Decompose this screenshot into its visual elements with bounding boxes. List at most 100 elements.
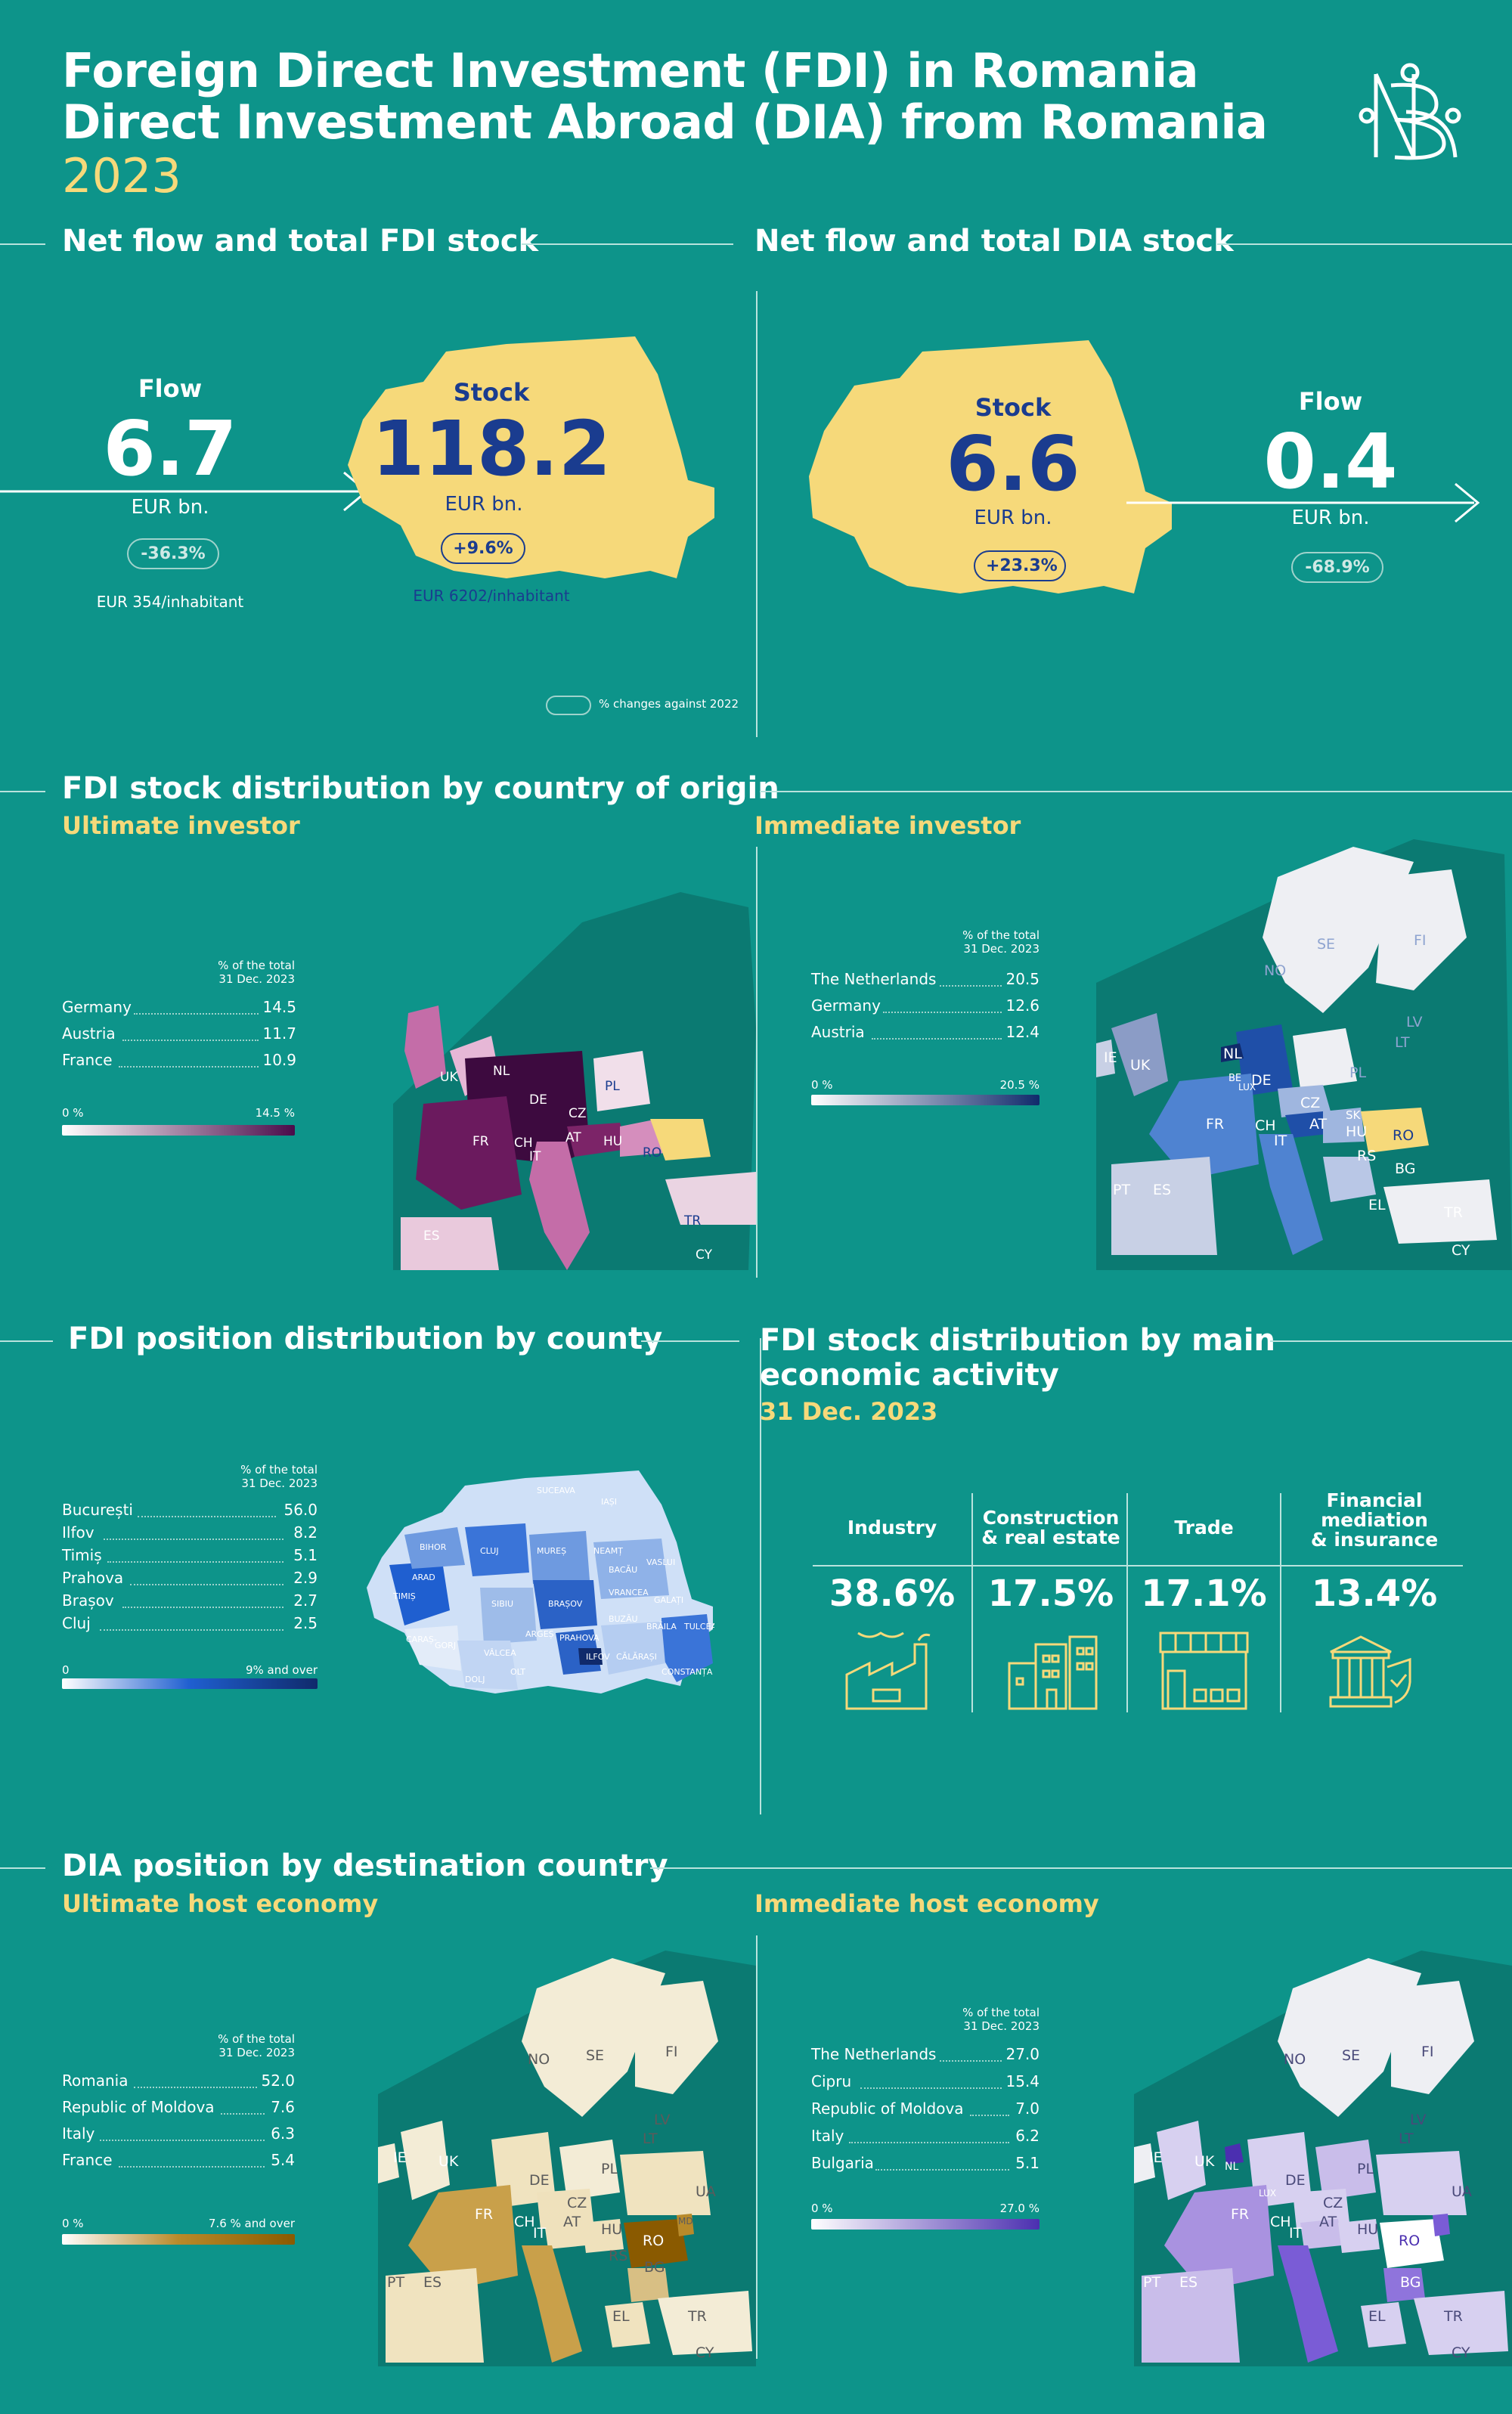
divider — [0, 1867, 45, 1869]
row-value: 52.0 — [261, 2072, 295, 2090]
note-line: % of the total — [218, 2032, 295, 2046]
map-label-pt: PT — [387, 2274, 404, 2291]
table-row: Austria 12.4 — [811, 1023, 1040, 1049]
table-row: The Netherlands 27.0 — [811, 2045, 1040, 2072]
row-value: 2.5 — [293, 1614, 318, 1632]
map-label-ro: RO — [643, 2233, 664, 2249]
buildings-icon — [1008, 1635, 1098, 1710]
row-label: Cluj — [62, 1614, 91, 1632]
europe-map-ultimate-investor: UK NL DE PL CZ FR CH AT HU RO IT ES TR C… — [393, 892, 756, 1270]
map-label-hu: HU — [601, 2221, 622, 2238]
map-label-es: ES — [1153, 1182, 1171, 1198]
row-label: Germany — [811, 996, 881, 1015]
activity-trade-label: Trade — [1174, 1517, 1234, 1539]
map-label-de: DE — [529, 1092, 547, 1108]
map-label-se: SE — [1317, 936, 1335, 953]
fdi-stock-per-inhabitant: EUR 6202/inhabitant — [413, 587, 570, 605]
row-label: Ilfov — [62, 1523, 94, 1542]
map-label-no: NO — [1264, 962, 1286, 979]
map-label-no: NO — [528, 2051, 550, 2068]
map-label-calarasi: CĂLĂRAȘI — [616, 1652, 657, 1662]
map-label-el: EL — [1368, 1197, 1386, 1213]
map-label-tr: TR — [683, 1213, 701, 1229]
legend-pill-icon — [546, 696, 591, 715]
map-label-hu: HU — [603, 1134, 622, 1149]
row-value: 5.4 — [271, 2151, 295, 2169]
table-row: Bulgaria 5.1 — [811, 2154, 1040, 2181]
factory-icon — [845, 1632, 931, 1710]
map-label-cz: CZ — [569, 1106, 587, 1121]
activity-date: 31 Dec. 2023 — [760, 1397, 938, 1426]
divider — [971, 1493, 973, 1712]
row-label: Bulgaria — [811, 2154, 874, 2172]
note-line: 31 Dec. 2023 — [963, 2019, 1040, 2033]
table-note: % of the total 31 Dec. 2023 — [197, 1463, 318, 1490]
map-label-ch: CH — [514, 1136, 533, 1151]
divider — [760, 1338, 761, 1814]
scale-min: 0 — [62, 1663, 70, 1677]
map-label-fi: FI — [1421, 2044, 1434, 2060]
map-label-cy: CY — [1452, 1242, 1470, 1259]
map-label-rs: RS — [609, 2248, 627, 2264]
label-line: Construction — [982, 1507, 1120, 1529]
table-row: France 10.9 — [62, 1051, 296, 1077]
row-value: 15.4 — [1005, 2072, 1040, 2090]
divider — [650, 1867, 1512, 1869]
fdi-flow-unit: EUR bn. — [131, 496, 209, 519]
map-label-vrancea: VRANCEA — [609, 1588, 649, 1597]
table-row: Timiș 5.1 — [62, 1546, 318, 1569]
activity-heading: FDI stock distribution by main economic … — [760, 1323, 1275, 1393]
map-label-cluj: CLUJ — [480, 1546, 499, 1556]
map-label-galati: GALAȚI — [654, 1595, 683, 1605]
color-scale-bar — [811, 1095, 1040, 1105]
map-label-ie: IE — [393, 2149, 407, 2166]
map-label-bg: BG — [1400, 2274, 1421, 2291]
map-label-bacau: BACĂU — [609, 1565, 637, 1575]
row-label: France — [62, 2151, 113, 2169]
row-label: Romania — [62, 2072, 129, 2090]
map-label-caras-severin: CARAȘ- — [406, 1635, 437, 1644]
scale-max: 7.6 % and over — [208, 2217, 295, 2230]
activity-trade-value: 17.1% — [1141, 1573, 1267, 1615]
map-label-de: DE — [529, 2172, 550, 2189]
table-row: Brașov 2.7 — [62, 1591, 318, 1614]
map-label-ch: CH — [1255, 1117, 1276, 1134]
map-label-fr: FR — [472, 1134, 489, 1149]
divider — [813, 1565, 1463, 1566]
title-line-2: Direct Investment Abroad (DIA) from Roma… — [62, 95, 1268, 150]
row-label: The Netherlands — [811, 2045, 937, 2063]
map-label-iasi: IAȘI — [601, 1497, 617, 1507]
map-label-es: ES — [423, 2274, 442, 2291]
divider — [1270, 1340, 1512, 1342]
row-value: 10.9 — [262, 1051, 296, 1069]
divider — [1280, 1493, 1281, 1712]
map-label-bg: BG — [1395, 1161, 1415, 1177]
fdi-stock-unit: EUR bn. — [445, 493, 523, 516]
heading-line: economic activity — [760, 1358, 1059, 1393]
fdi-stock-change: +9.6% — [441, 533, 525, 564]
table-row: Ilfov 8.2 — [62, 1523, 318, 1546]
table-note: % of the total 31 Dec. 2023 — [174, 2032, 295, 2059]
map-label-it: IT — [533, 2225, 547, 2242]
note-line: 31 Dec. 2023 — [241, 1477, 318, 1490]
map-label-bg: BG — [644, 2259, 665, 2276]
table-note: % of the total 31 Dec. 2023 — [174, 959, 295, 986]
map-label-se: SE — [1342, 2047, 1360, 2064]
map-label-bihor: BIHOR — [420, 1542, 447, 1552]
activity-financial-value: 13.4% — [1311, 1573, 1438, 1615]
table-row: Italy 6.2 — [811, 2127, 1040, 2154]
map-label-es: ES — [1179, 2274, 1198, 2291]
map-label-lv: LV — [654, 2112, 671, 2128]
map-label-lt: LT — [1399, 2130, 1414, 2147]
divider — [760, 791, 1512, 792]
row-label: Republic of Moldova — [62, 2098, 215, 2116]
map-label-fi: FI — [1414, 932, 1427, 949]
bnr-monogram-icon — [1359, 63, 1461, 160]
map-label-be: BE — [1228, 1073, 1241, 1084]
table-row: București 56.0 — [62, 1501, 318, 1523]
ultimate-host-table: Romania 52.0 Republic of Moldova 7.6 Italy… — [62, 2072, 295, 2177]
divider — [1126, 1493, 1128, 1712]
row-label: Prahova — [62, 1569, 124, 1587]
scale-max: 27.0 % — [999, 2202, 1040, 2215]
table-row: France 5.4 — [62, 2151, 295, 2177]
